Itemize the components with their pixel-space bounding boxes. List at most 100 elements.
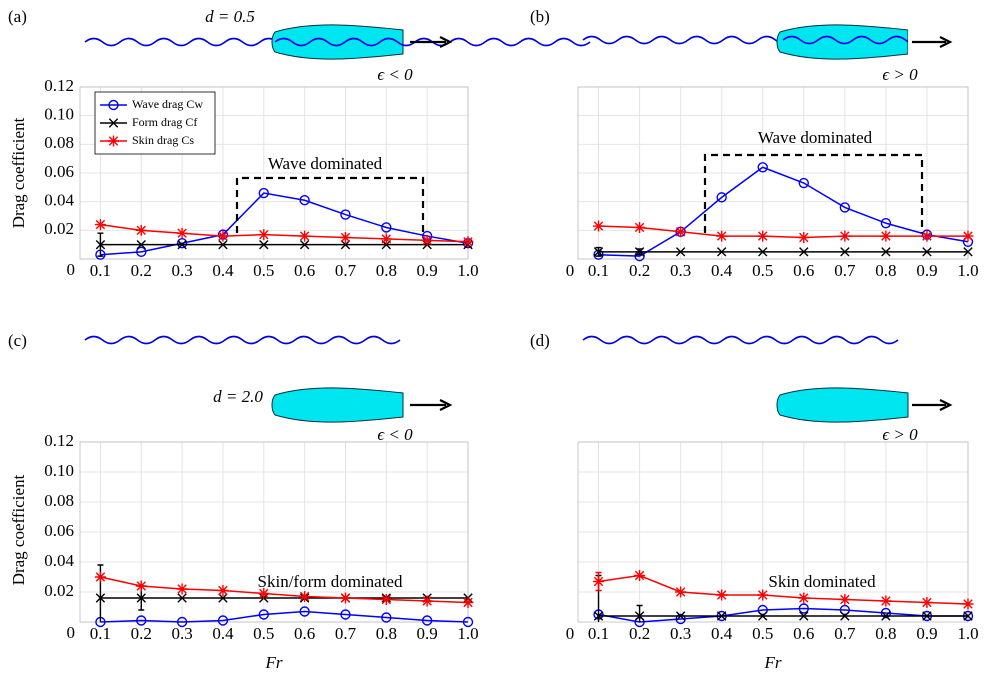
marker — [798, 177, 809, 189]
marker — [176, 583, 188, 595]
x-tick-label: 0.4 — [212, 261, 234, 280]
x-tick-label: 0.8 — [875, 624, 896, 643]
panel: 0 0.1 0.2 0.3 0.4 0.5 0.6 0.7 0.8 0.9 1.0 — [566, 441, 979, 643]
marker — [963, 247, 973, 257]
marker — [839, 594, 851, 605]
x-axis-label: Fr — [265, 653, 283, 672]
marker — [94, 219, 106, 231]
x-tick-label: 0 — [566, 624, 575, 643]
panel-label: (a) — [8, 7, 27, 26]
x-tick-label: 1.0 — [457, 624, 478, 643]
marker — [716, 230, 728, 242]
epsilon-label: ϵ > 0 — [882, 425, 918, 444]
marker — [880, 230, 892, 242]
marker — [339, 592, 351, 604]
marker — [634, 611, 645, 621]
marker — [135, 580, 147, 592]
plot-frame — [577, 86, 969, 260]
marker — [716, 247, 727, 257]
y-axis-label: Drag coefficient — [9, 117, 28, 228]
x-tick-label: 0.6 — [793, 624, 814, 643]
depth-label: d = 2.0 — [213, 387, 263, 406]
x-tick-label: 0.5 — [752, 624, 773, 643]
panel-label: (d) — [530, 331, 550, 350]
marker — [716, 611, 727, 621]
marker — [299, 230, 311, 242]
y-tick-label: 0 — [67, 623, 76, 642]
x-tick-label: 1.0 — [957, 624, 978, 643]
x-tick-label: 0.6 — [793, 261, 814, 280]
series-line — [100, 223, 469, 243]
epsilon-label: ϵ < 0 — [377, 65, 413, 84]
x-tick-label: 0.3 — [670, 261, 691, 280]
error-bar — [636, 604, 643, 622]
marker — [840, 611, 850, 621]
marker — [421, 595, 433, 607]
marker — [259, 239, 269, 250]
x-tick-label: 0.1 — [588, 261, 609, 280]
marker — [176, 616, 188, 628]
x-axis-label: Fr — [764, 653, 782, 672]
marker — [675, 611, 686, 621]
x-tick-label: 0.7 — [834, 261, 856, 280]
schematic-b — [582, 20, 984, 60]
marker — [217, 615, 229, 626]
y-tick-label: 0.08 — [44, 491, 74, 510]
marker — [135, 224, 147, 236]
y-tick-label: 0.02 — [44, 581, 74, 600]
x-tick-label: 0.1 — [588, 624, 609, 643]
marker — [462, 236, 474, 248]
legend-marker — [108, 99, 119, 111]
y-tick-label: 0.06 — [44, 521, 74, 540]
marker — [757, 162, 768, 173]
legend-marker — [108, 135, 119, 147]
marker — [675, 247, 686, 257]
marker — [963, 611, 973, 621]
x-tick-label: 0.5 — [253, 261, 274, 280]
x-tick-label: 0.2 — [629, 624, 650, 643]
marker — [675, 226, 687, 238]
legend-label: Form drag Cf — [132, 115, 197, 129]
annotation: Wave dominated — [758, 128, 873, 147]
annotation: Skin dominated — [768, 572, 876, 591]
marker — [634, 221, 646, 233]
marker — [757, 604, 768, 616]
x-tick-label: 0 — [566, 261, 575, 280]
marker — [176, 238, 188, 249]
x-tick-label: 0.9 — [417, 624, 438, 643]
marker — [716, 589, 728, 601]
marker — [634, 247, 645, 257]
x-tick-label: 0.9 — [916, 624, 937, 643]
marker — [177, 593, 187, 603]
marker — [757, 589, 769, 601]
series-line — [100, 576, 469, 604]
x-tick-label: 0.3 — [670, 624, 691, 643]
marker — [462, 597, 474, 608]
marker — [880, 217, 892, 229]
marker — [299, 591, 311, 602]
x-tick-label: 0.7 — [335, 624, 357, 643]
annotation: Wave dominated — [268, 154, 383, 173]
annotation-box — [235, 176, 425, 233]
marker — [921, 597, 933, 608]
marker — [136, 593, 146, 603]
marker — [921, 230, 933, 242]
marker — [881, 611, 891, 621]
annotations: Wave dominated Wave dominated Skin/form … — [235, 128, 924, 591]
marker — [136, 246, 147, 258]
y-tick-label: 0.02 — [44, 219, 74, 238]
series-line — [598, 166, 969, 257]
marker — [840, 247, 850, 257]
marker — [758, 247, 768, 257]
marker — [340, 609, 351, 620]
x-tick-label: 0.8 — [376, 624, 397, 643]
marker — [177, 239, 187, 250]
marker — [299, 239, 310, 250]
panel: 0.1 0.2 0.3 0.4 0.5 0.6 0.7 0.8 0.9 1.0 0 0.02 0.04 0… — [44, 431, 478, 643]
marker — [218, 593, 228, 603]
x-tick-label: 0.4 — [212, 624, 234, 643]
x-tick-label: 0.5 — [752, 261, 773, 280]
series-line — [100, 192, 469, 256]
panel: 0 0.1 0.2 0.3 0.4 0.5 0.6 0.7 0.8 0.9 1.0 — [566, 86, 979, 280]
